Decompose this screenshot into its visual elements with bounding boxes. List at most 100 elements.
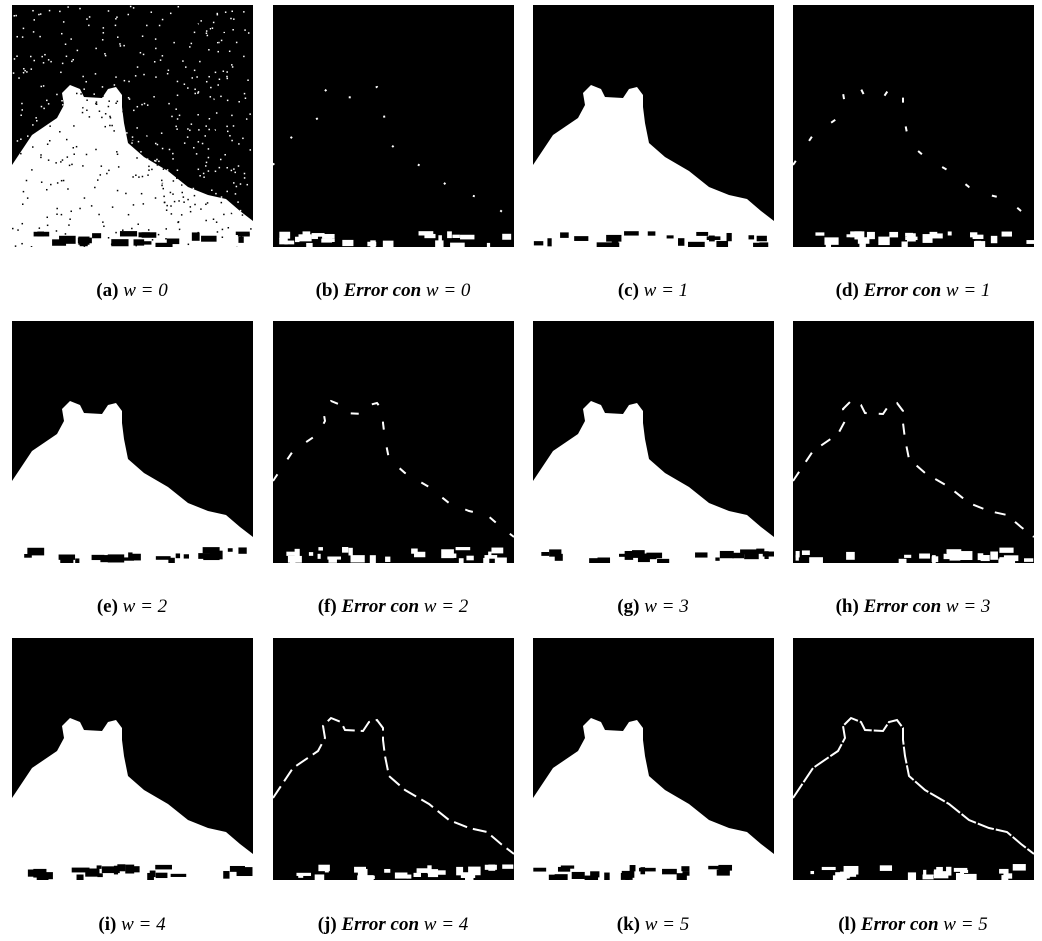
noise	[132, 176, 134, 178]
noise	[247, 32, 250, 34]
noise-block	[596, 242, 615, 247]
noise	[30, 246, 33, 247]
noise	[241, 14, 243, 16]
noise	[60, 12, 63, 15]
noise	[20, 138, 22, 140]
noise-block	[557, 866, 571, 872]
noise	[105, 169, 107, 171]
noise	[207, 170, 210, 172]
noise	[184, 242, 187, 244]
noise	[60, 32, 63, 35]
noise	[151, 168, 153, 171]
noise	[198, 129, 200, 131]
noise	[193, 167, 196, 170]
noise	[165, 209, 168, 211]
noise	[75, 145, 78, 148]
error-block	[468, 866, 481, 876]
error-block	[1006, 558, 1014, 563]
noise-block	[681, 866, 690, 872]
noise	[133, 99, 135, 102]
noise	[30, 103, 33, 105]
noise	[36, 15, 38, 18]
noise	[169, 46, 172, 48]
noise-block	[748, 235, 755, 240]
error-block	[314, 874, 325, 880]
noise	[101, 109, 103, 112]
noise	[231, 47, 234, 49]
noise-block	[58, 554, 76, 560]
noise	[194, 203, 196, 206]
noise	[246, 95, 248, 97]
noise	[127, 38, 130, 41]
caption-label: (b)	[315, 280, 339, 301]
noise	[71, 60, 73, 63]
noise	[67, 6, 69, 8]
noise	[225, 220, 227, 223]
caption: (e) w = 2	[2, 595, 262, 619]
noise	[199, 60, 201, 63]
noise	[217, 50, 219, 53]
noise	[110, 138, 112, 140]
noise	[182, 173, 185, 176]
noise	[200, 20, 202, 22]
noise-block	[33, 868, 47, 878]
noise-block	[155, 864, 172, 870]
noise	[30, 192, 32, 194]
noise	[163, 195, 165, 198]
error-block	[879, 865, 893, 871]
noise	[86, 18, 88, 20]
background	[793, 321, 1034, 563]
noise	[197, 141, 200, 143]
caption-prefix: Error con	[341, 914, 420, 935]
noise	[130, 202, 133, 205]
noise	[20, 221, 22, 223]
noise	[154, 205, 157, 207]
error-block	[279, 231, 291, 239]
noise	[184, 71, 187, 73]
noise	[210, 86, 212, 89]
noise	[62, 179, 65, 182]
noise	[129, 5, 132, 8]
noise	[122, 77, 125, 80]
noise	[230, 189, 233, 191]
noise	[53, 23, 55, 26]
error-block	[949, 552, 961, 561]
noise	[144, 213, 146, 215]
noise	[238, 19, 241, 21]
error-block	[385, 556, 391, 562]
noise	[31, 110, 33, 112]
noise-block	[548, 874, 556, 880]
noise	[36, 120, 38, 122]
noise	[97, 88, 99, 90]
error-block	[359, 875, 374, 880]
error-block	[384, 868, 391, 873]
noise	[111, 206, 114, 208]
noise	[46, 99, 48, 102]
background	[793, 5, 1034, 247]
error-block	[905, 236, 918, 241]
noise	[12, 227, 14, 230]
noise	[149, 44, 152, 46]
noise	[166, 72, 169, 75]
noise	[174, 154, 176, 156]
noise	[83, 188, 85, 191]
noise	[189, 200, 192, 202]
noise	[167, 139, 170, 142]
noise-block	[75, 558, 80, 563]
noise	[49, 230, 52, 232]
error-block	[975, 240, 982, 247]
noise	[48, 228, 51, 231]
noise	[219, 208, 221, 211]
error-block	[929, 231, 938, 237]
error-block	[990, 235, 998, 244]
noise	[59, 12, 62, 14]
noise-block	[223, 871, 230, 879]
noise	[43, 76, 46, 78]
noise	[218, 166, 221, 169]
noise	[127, 127, 129, 130]
noise	[241, 22, 244, 25]
noise-block	[155, 872, 168, 879]
noise	[241, 190, 244, 192]
error-block	[437, 870, 446, 875]
noise	[89, 75, 91, 77]
